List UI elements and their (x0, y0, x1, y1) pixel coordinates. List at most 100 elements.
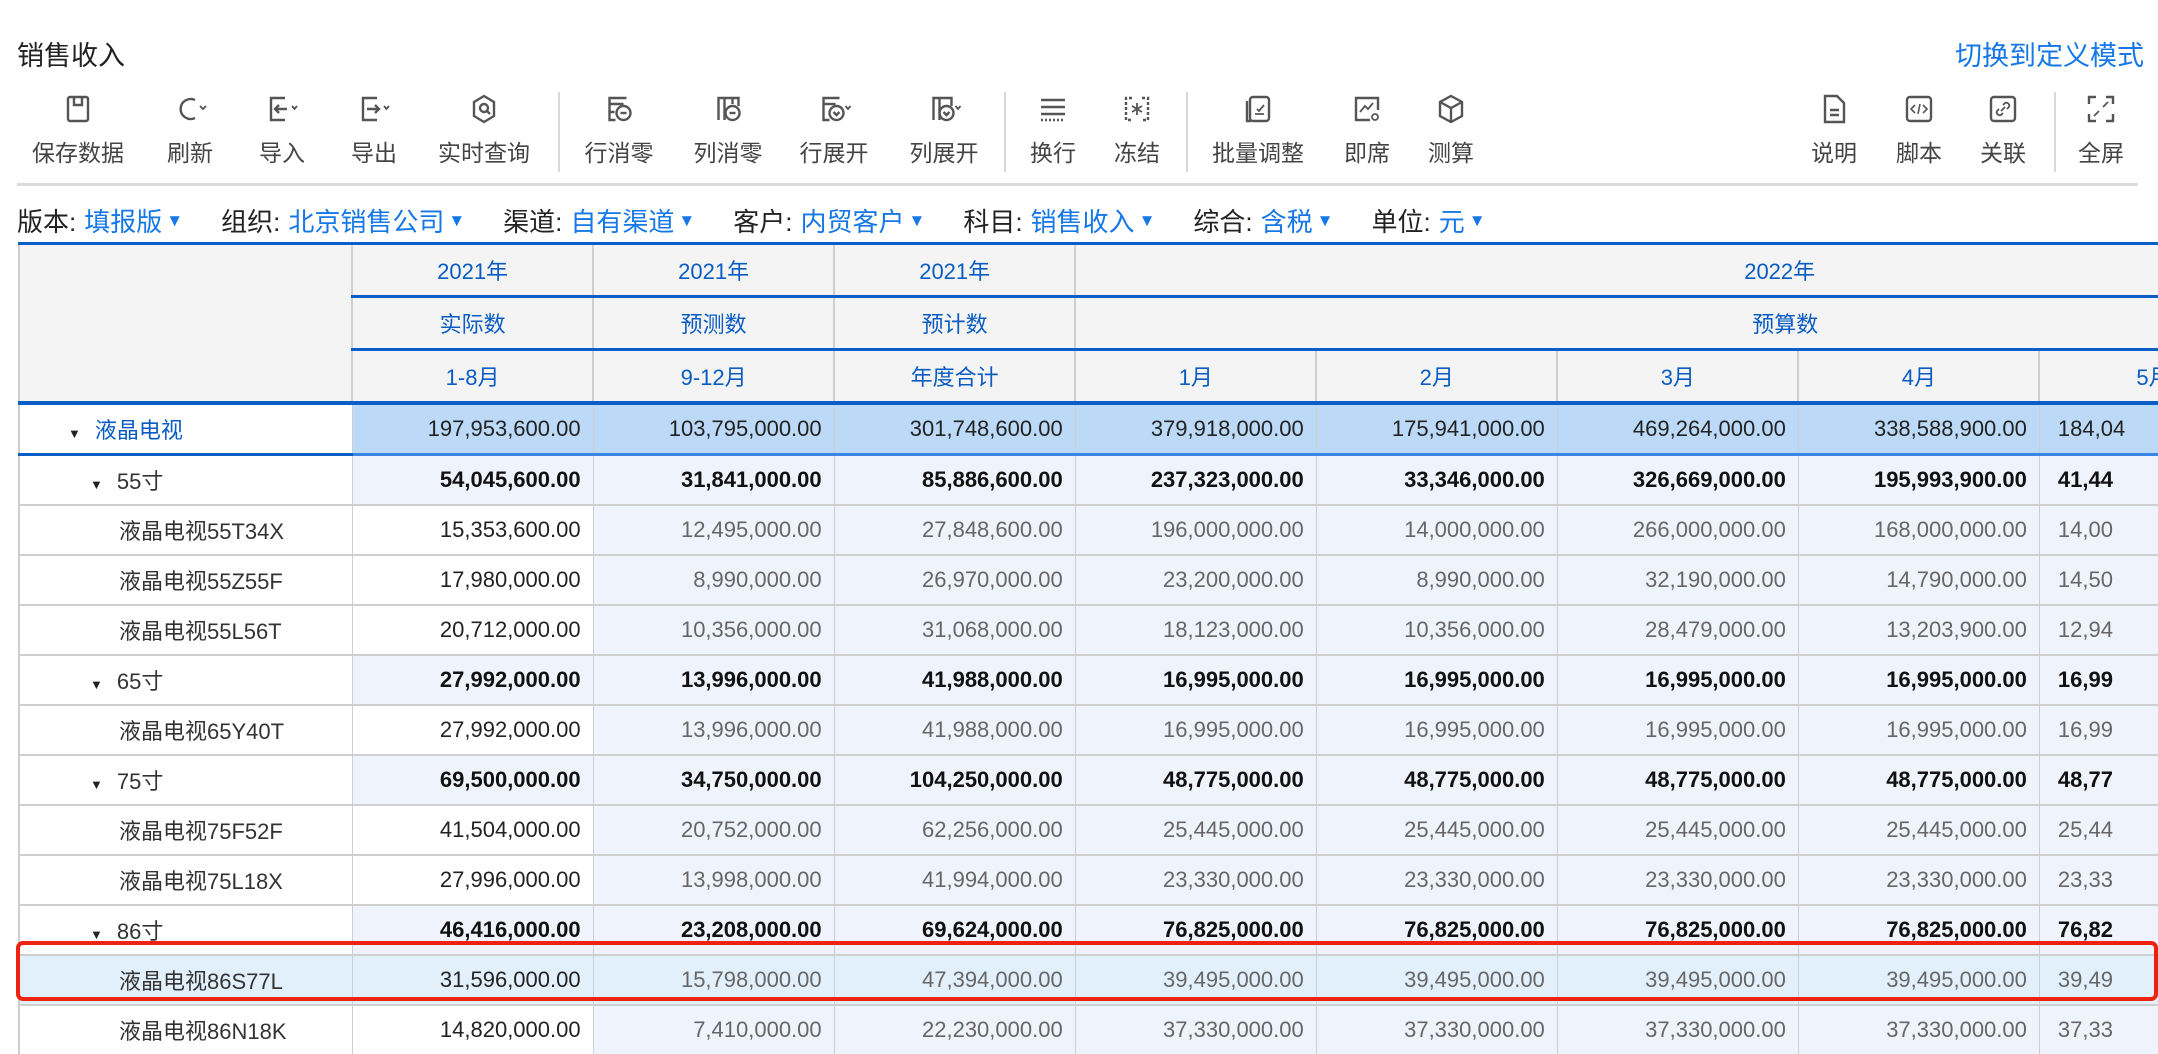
value-cell[interactable]: 8,990,000.00 (592, 554, 835, 606)
value-cell[interactable]: 85,886,600.00 (833, 454, 1076, 506)
value-cell[interactable]: 104,250,000.00 (833, 754, 1076, 806)
value-cell[interactable]: 27,992,000.00 (351, 704, 594, 756)
value-cell[interactable]: 301,748,600.00 (833, 402, 1076, 456)
value-cell[interactable]: 48,77 (2038, 754, 2158, 806)
value-cell[interactable]: 31,068,000.00 (833, 604, 1076, 656)
value-cell[interactable]: 48,775,000.00 (1315, 754, 1558, 806)
value-cell[interactable]: 25,445,000.00 (1074, 804, 1317, 856)
value-cell[interactable]: 37,330,000.00 (1074, 1004, 1317, 1054)
total-row[interactable]: ▼ 液晶电视 197,953,600.00 103,795,000.00 301,748… (18, 402, 2158, 456)
value-cell[interactable]: 48,775,000.00 (1074, 754, 1317, 806)
collapse-triangle-icon[interactable]: ▼ (68, 426, 81, 441)
value-cell[interactable]: 37,330,000.00 (1315, 1004, 1558, 1054)
value-cell[interactable]: 31,596,000.00 (351, 954, 594, 1006)
switch-to-define-mode-link[interactable]: 切换到定义模式 (1955, 41, 2144, 71)
value-cell[interactable]: 13,998,000.00 (592, 854, 835, 906)
value-cell[interactable]: 469,264,000.00 (1556, 402, 1799, 456)
value-cell[interactable]: 27,992,000.00 (351, 654, 594, 706)
value-cell[interactable]: 39,495,000.00 (1797, 954, 2040, 1006)
description-button[interactable]: 说明 (1811, 92, 1857, 168)
value-cell[interactable]: 237,323,000.00 (1074, 454, 1317, 506)
value-cell[interactable]: 26,970,000.00 (833, 554, 1076, 606)
value-cell[interactable]: 76,825,000.00 (1797, 904, 2040, 956)
value-cell[interactable]: 41,988,000.00 (833, 654, 1076, 706)
value-cell[interactable]: 175,941,000.00 (1315, 402, 1558, 456)
value-cell[interactable]: 16,995,000.00 (1556, 704, 1799, 756)
value-cell[interactable]: 13,203,900.00 (1797, 604, 2040, 656)
table-row[interactable]: 液晶电视86N18K 14,820,000.00 7,410,000.00 22,23… (18, 1004, 2158, 1054)
table-row[interactable]: 液晶电视75L18X 27,996,000.00 13,998,000.00 41,9… (18, 854, 2158, 906)
value-cell[interactable]: 23,330,000.00 (1074, 854, 1317, 906)
value-cell[interactable]: 37,330,000.00 (1556, 1004, 1799, 1054)
value-cell[interactable]: 16,995,000.00 (1797, 654, 2040, 706)
value-cell[interactable]: 16,995,000.00 (1315, 704, 1558, 756)
value-cell[interactable]: 14,820,000.00 (351, 1004, 594, 1054)
value-cell[interactable]: 54,045,600.00 (351, 454, 594, 506)
calculate-button[interactable]: 测算 (1428, 92, 1474, 168)
wrap-button[interactable]: 换行 (1030, 92, 1076, 168)
value-cell[interactable]: 168,000,000.00 (1797, 504, 2040, 556)
value-cell[interactable]: 184,04 (2038, 402, 2158, 456)
value-cell[interactable]: 16,99 (2038, 704, 2158, 756)
subtotal-row[interactable]: ▼ 75寸 69,500,000.00 34,750,000.00 104,250,00… (18, 754, 2158, 806)
filter-version[interactable]: 版本: 填报版 ▼ (17, 207, 184, 237)
value-cell[interactable]: 25,445,000.00 (1556, 804, 1799, 856)
value-cell[interactable]: 46,416,000.00 (351, 904, 594, 956)
value-cell[interactable]: 41,994,000.00 (833, 854, 1076, 906)
value-cell[interactable]: 32,190,000.00 (1556, 554, 1799, 606)
value-cell[interactable]: 76,825,000.00 (1556, 904, 1799, 956)
value-cell[interactable]: 34,750,000.00 (592, 754, 835, 806)
value-cell[interactable]: 16,995,000.00 (1797, 704, 2040, 756)
value-cell[interactable]: 62,256,000.00 (833, 804, 1076, 856)
value-cell[interactable]: 266,000,000.00 (1556, 504, 1799, 556)
refresh-button[interactable]: 刷新 (167, 92, 213, 168)
value-cell[interactable]: 16,995,000.00 (1315, 654, 1558, 706)
value-cell[interactable]: 23,330,000.00 (1315, 854, 1558, 906)
value-cell[interactable]: 76,825,000.00 (1074, 904, 1317, 956)
value-cell[interactable]: 39,495,000.00 (1074, 954, 1317, 1006)
filter-customer[interactable]: 客户: 内贸客户 ▼ (733, 207, 926, 237)
value-cell[interactable]: 12,495,000.00 (592, 504, 835, 556)
subtotal-row[interactable]: ▼ 65寸 27,992,000.00 13,996,000.00 41,988,000… (18, 654, 2158, 706)
value-cell[interactable]: 20,712,000.00 (351, 604, 594, 656)
row-zero-suppress-button[interactable]: 行消零 (585, 92, 654, 168)
value-cell[interactable]: 13,996,000.00 (592, 704, 835, 756)
data-grid[interactable]: 2021年 2021年 2021年 2022年 实际数 预测数 预计数 预算数 … (18, 242, 2158, 1054)
value-cell[interactable]: 37,33 (2038, 1004, 2158, 1054)
value-cell[interactable]: 10,356,000.00 (592, 604, 835, 656)
value-cell[interactable]: 16,995,000.00 (1074, 704, 1317, 756)
column-expand-button[interactable]: 列展开 (910, 92, 979, 168)
value-cell[interactable]: 17,980,000.00 (351, 554, 594, 606)
value-cell[interactable]: 41,504,000.00 (351, 804, 594, 856)
export-button[interactable]: 导出 (351, 92, 397, 168)
value-cell[interactable]: 33,346,000.00 (1315, 454, 1558, 506)
value-cell[interactable]: 338,588,900.00 (1797, 402, 2040, 456)
table-row[interactable]: 液晶电视65Y40T 27,992,000.00 13,996,000.00 41,9… (18, 704, 2158, 756)
table-row[interactable]: 液晶电视55L56T 20,712,000.00 10,356,000.00 31,0… (18, 604, 2158, 656)
value-cell[interactable]: 103,795,000.00 (592, 402, 835, 456)
table-row[interactable]: 液晶电视75F52F 41,504,000.00 20,752,000.00 62,2… (18, 804, 2158, 856)
value-cell[interactable]: 14,50 (2038, 554, 2158, 606)
subtotal-row[interactable]: ▼ 55寸 54,045,600.00 31,841,000.00 85,886,600… (18, 454, 2158, 506)
value-cell[interactable]: 15,798,000.00 (592, 954, 835, 1006)
fullscreen-button[interactable]: 全屏 (2078, 92, 2124, 168)
table-row[interactable]: 液晶电视55T34X 15,353,600.00 12,495,000.00 27,8… (18, 504, 2158, 556)
value-cell[interactable]: 27,848,600.00 (833, 504, 1076, 556)
value-cell[interactable]: 14,00 (2038, 504, 2158, 556)
value-cell[interactable]: 25,445,000.00 (1315, 804, 1558, 856)
value-cell[interactable]: 28,479,000.00 (1556, 604, 1799, 656)
value-cell[interactable]: 379,918,000.00 (1074, 402, 1317, 456)
value-cell[interactable]: 41,44 (2038, 454, 2158, 506)
value-cell[interactable]: 16,995,000.00 (1556, 654, 1799, 706)
value-cell[interactable]: 8,990,000.00 (1315, 554, 1558, 606)
value-cell[interactable]: 23,200,000.00 (1074, 554, 1317, 606)
value-cell[interactable]: 76,825,000.00 (1315, 904, 1558, 956)
value-cell[interactable]: 69,624,000.00 (833, 904, 1076, 956)
value-cell[interactable]: 197,953,600.00 (351, 402, 594, 456)
value-cell[interactable]: 69,500,000.00 (351, 754, 594, 806)
value-cell[interactable]: 20,752,000.00 (592, 804, 835, 856)
value-cell[interactable]: 48,775,000.00 (1797, 754, 2040, 806)
batch-adjust-button[interactable]: 批量调整 (1212, 92, 1304, 168)
value-cell[interactable]: 25,445,000.00 (1797, 804, 2040, 856)
value-cell[interactable]: 195,993,900.00 (1797, 454, 2040, 506)
